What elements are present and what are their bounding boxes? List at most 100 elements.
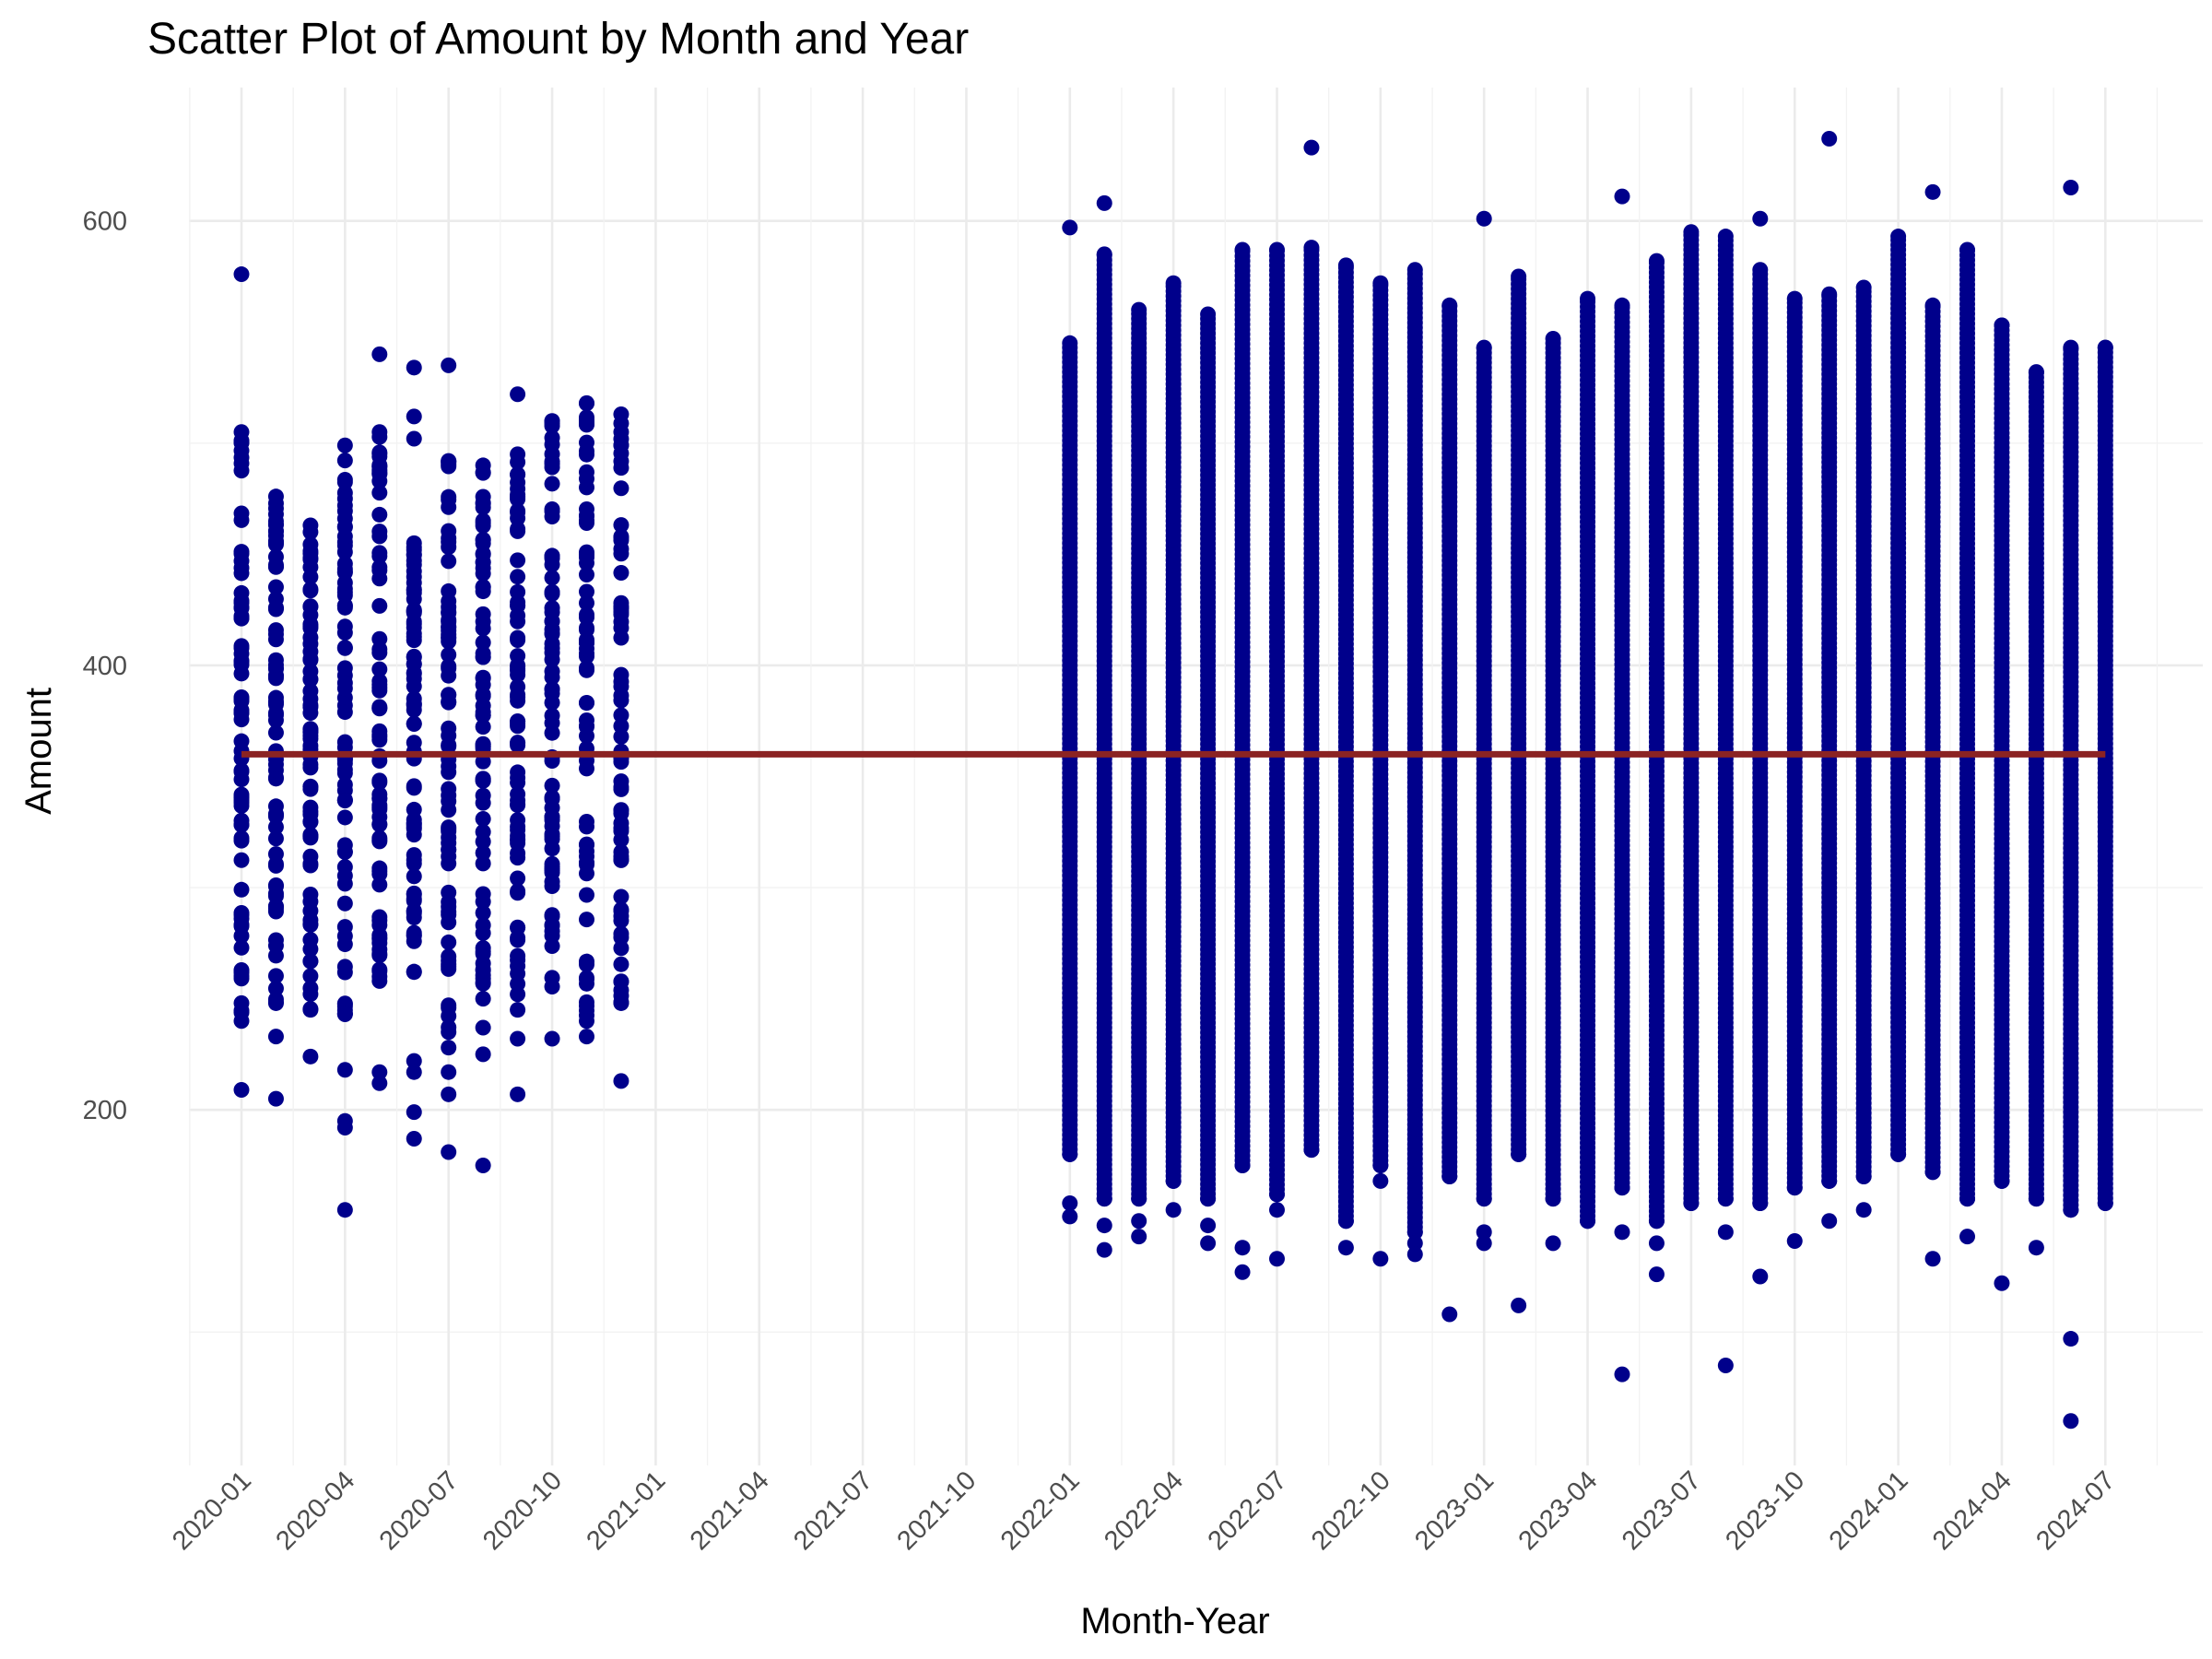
data-point	[613, 831, 629, 848]
data-point	[510, 446, 526, 463]
data-point	[579, 970, 594, 986]
data-point	[510, 885, 526, 901]
month-point-group	[336, 437, 353, 1218]
data-point	[1717, 1191, 1734, 1207]
data-point	[1131, 301, 1147, 318]
data-point	[544, 557, 560, 573]
data-point	[1545, 1191, 1561, 1207]
data-point	[613, 541, 629, 558]
outlier-point	[510, 1086, 526, 1102]
data-point	[544, 652, 560, 668]
data-point	[441, 593, 457, 609]
data-point	[1372, 1157, 1389, 1173]
data-point	[1131, 1191, 1147, 1207]
data-point	[613, 852, 629, 868]
data-point	[510, 597, 526, 614]
data-point	[267, 857, 284, 874]
outlier-point	[1406, 1246, 1423, 1263]
data-point	[544, 680, 560, 697]
data-point	[510, 1002, 526, 1018]
data-point	[336, 776, 353, 793]
outlier-point	[475, 1157, 491, 1173]
data-point	[267, 846, 284, 863]
data-point	[233, 790, 250, 806]
data-point	[233, 939, 250, 956]
data-point	[613, 619, 629, 636]
data-point	[510, 491, 526, 508]
data-point	[441, 906, 457, 923]
data-point	[475, 532, 491, 548]
data-point	[406, 735, 422, 751]
data-point	[267, 695, 284, 712]
data-point	[579, 662, 594, 678]
data-point	[475, 946, 491, 962]
outlier-point	[1303, 139, 1320, 156]
data-point	[510, 502, 526, 519]
month-point-group	[1269, 241, 1285, 1267]
data-point	[544, 938, 560, 955]
data-point	[1062, 335, 1078, 351]
data-point	[613, 565, 629, 582]
data-point	[475, 606, 491, 622]
data-point	[371, 597, 388, 614]
data-point	[267, 968, 284, 984]
data-point	[406, 605, 422, 621]
data-point	[441, 646, 457, 663]
data-point	[1545, 330, 1561, 347]
outlier-point	[1614, 188, 1630, 205]
data-point	[441, 764, 457, 781]
data-point	[406, 893, 422, 910]
outlier-point	[1614, 1366, 1630, 1382]
data-point	[336, 928, 353, 945]
data-point	[406, 780, 422, 796]
data-point	[441, 687, 457, 703]
outlier-point	[1614, 1224, 1630, 1241]
data-point	[544, 694, 560, 711]
data-point	[544, 812, 560, 829]
data-point	[336, 876, 353, 892]
data-point	[579, 515, 594, 532]
data-point	[441, 959, 457, 975]
data-point	[475, 991, 491, 1007]
data-point	[406, 569, 422, 585]
data-point	[302, 581, 319, 597]
data-point	[475, 719, 491, 735]
month-point-group	[1131, 301, 1147, 1245]
data-point	[441, 997, 457, 1014]
data-point	[302, 1002, 319, 1018]
data-point	[475, 688, 491, 704]
month-point-group	[1096, 194, 1112, 1258]
data-point	[579, 818, 594, 835]
outlier-point	[267, 1029, 284, 1045]
data-point	[544, 923, 560, 939]
data-point	[579, 547, 594, 563]
data-point	[510, 657, 526, 674]
data-point	[302, 893, 319, 910]
data-point	[406, 964, 422, 981]
data-point	[510, 583, 526, 600]
data-point	[544, 970, 560, 986]
outlier-point	[1131, 1229, 1147, 1245]
data-point	[336, 675, 353, 691]
data-point	[302, 781, 319, 797]
outlier-point	[1131, 1213, 1147, 1230]
data-point	[475, 488, 491, 505]
data-point	[579, 411, 594, 428]
data-point	[510, 770, 526, 786]
data-point	[406, 656, 422, 673]
data-point	[406, 695, 422, 712]
data-point	[336, 793, 353, 809]
data-point	[475, 833, 491, 850]
data-point	[441, 453, 457, 469]
data-point	[233, 1013, 250, 1030]
data-point	[267, 657, 284, 674]
data-point	[233, 565, 250, 582]
data-point	[579, 500, 594, 517]
month-point-group	[475, 457, 491, 1173]
outlier-point	[406, 1104, 422, 1121]
data-point	[1683, 224, 1700, 241]
data-point	[1096, 246, 1112, 263]
data-point	[267, 527, 284, 544]
data-point	[510, 796, 526, 813]
outlier-point	[302, 1048, 319, 1065]
